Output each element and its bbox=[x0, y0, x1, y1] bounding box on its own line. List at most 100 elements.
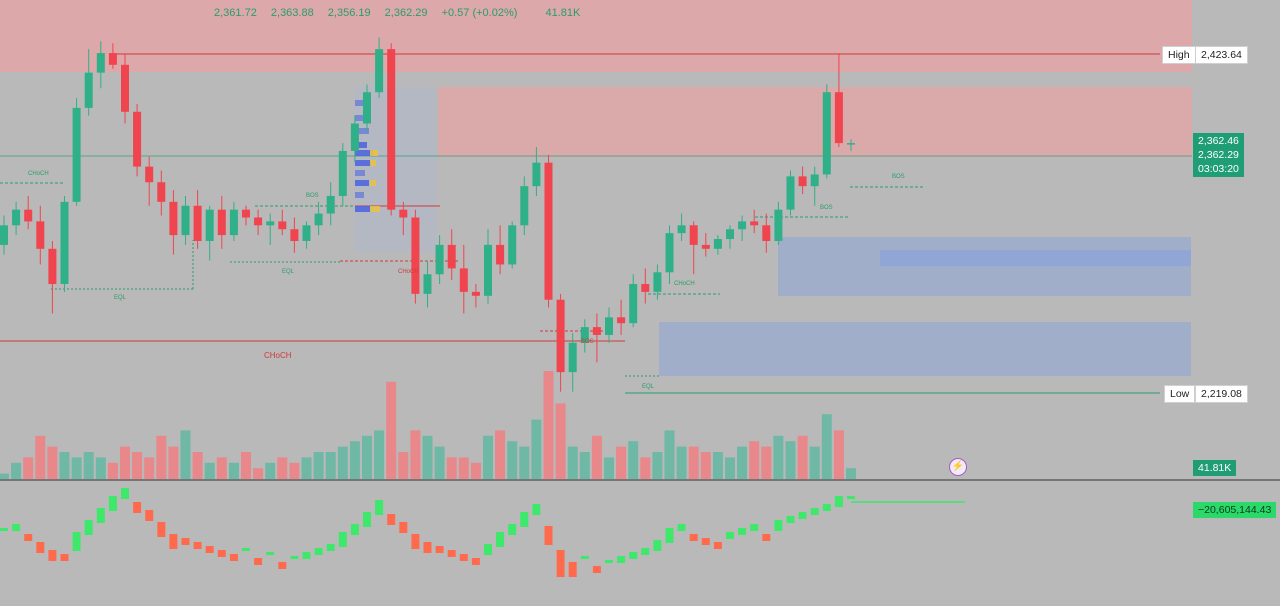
supply-zone-top bbox=[0, 0, 1192, 72]
volume-bar bbox=[664, 430, 675, 479]
oscillator-bar bbox=[338, 532, 347, 547]
candle-body bbox=[701, 244, 710, 249]
candle-body bbox=[375, 49, 384, 93]
volume-bar bbox=[761, 446, 772, 479]
candle-body bbox=[363, 92, 371, 124]
profile-bar bbox=[355, 206, 371, 212]
ohlc-low: 2,356.19 bbox=[327, 7, 371, 19]
lightning-icon[interactable]: ⚡ bbox=[949, 458, 967, 476]
oscillator-bar bbox=[121, 488, 129, 499]
candle-body bbox=[84, 72, 93, 108]
oscillator-bar bbox=[157, 522, 166, 537]
oscillator-bar bbox=[302, 552, 311, 559]
volume-bar bbox=[737, 446, 748, 479]
price-tag-2: 2,362.29 bbox=[1198, 149, 1239, 161]
oscillator-bar bbox=[48, 550, 57, 561]
candle-body bbox=[629, 284, 638, 324]
oscillator-bar bbox=[701, 538, 710, 545]
volume-profile bbox=[355, 100, 380, 212]
oscillator-bar bbox=[629, 552, 638, 559]
oscillator-bar bbox=[205, 546, 214, 553]
volume-bar bbox=[11, 462, 22, 479]
volume-bar bbox=[120, 446, 130, 479]
oscillator-bar bbox=[24, 534, 33, 541]
volume-bar bbox=[700, 452, 711, 479]
choch-label-4: CHoCH bbox=[674, 281, 695, 287]
volume-bar bbox=[652, 452, 663, 479]
candle-body bbox=[774, 209, 783, 241]
candle-body bbox=[399, 209, 408, 218]
oscillator-value-tag: −20,605,144.43 bbox=[1193, 502, 1277, 518]
oscillator-bar bbox=[762, 534, 771, 541]
ohlc-high: 2,363.88 bbox=[270, 7, 314, 19]
bos-label-2: BOS bbox=[581, 339, 594, 345]
candle-body bbox=[834, 92, 843, 144]
oscillator-bar bbox=[605, 560, 613, 563]
oscillator-bar bbox=[254, 558, 263, 565]
volume-bar bbox=[277, 457, 288, 479]
volume-bar bbox=[144, 457, 155, 479]
volume-bar bbox=[313, 452, 324, 479]
candle-body bbox=[617, 317, 626, 324]
volume-bar bbox=[107, 462, 118, 479]
volume-bar bbox=[434, 446, 445, 479]
oscillator-bar bbox=[484, 544, 492, 555]
candle-body bbox=[133, 111, 142, 167]
oscillator-bar bbox=[278, 562, 287, 569]
oscillator-bar bbox=[798, 512, 807, 519]
candle-body bbox=[786, 176, 795, 210]
oscillator-bar bbox=[592, 566, 601, 573]
volume-bar bbox=[616, 446, 627, 479]
volume-bar bbox=[253, 468, 264, 479]
oscillator-bar bbox=[108, 496, 117, 511]
candle-body bbox=[762, 225, 771, 241]
oscillator-bar bbox=[774, 520, 783, 531]
oscillator-bar bbox=[726, 532, 734, 539]
candle-body bbox=[108, 53, 117, 65]
profile-bar-value bbox=[370, 150, 378, 156]
volume-bar bbox=[688, 446, 699, 479]
candle-body bbox=[713, 239, 722, 249]
candle-body bbox=[338, 150, 347, 196]
volume-bar bbox=[265, 462, 276, 479]
profile-bar-value bbox=[370, 160, 376, 166]
volume-bar bbox=[241, 452, 251, 479]
candle-body bbox=[0, 225, 8, 245]
volume-bar bbox=[773, 435, 784, 479]
oscillator-bar bbox=[665, 528, 674, 543]
candle-body bbox=[750, 221, 759, 226]
volume-bar bbox=[47, 446, 58, 479]
oscillator-bar bbox=[12, 524, 21, 531]
volume-bar bbox=[23, 457, 34, 479]
oscillator-bar bbox=[556, 550, 565, 577]
candle-body bbox=[72, 107, 81, 202]
profile-bar bbox=[355, 180, 369, 186]
volume-bar bbox=[591, 435, 602, 479]
volume-value-tag: 41.81K bbox=[1193, 460, 1237, 476]
candle-body bbox=[532, 162, 541, 187]
oscillator-bar bbox=[750, 524, 759, 531]
volume-bar bbox=[204, 462, 215, 479]
volume-bar bbox=[95, 457, 106, 479]
oscillator-bar bbox=[544, 526, 553, 545]
candle-body bbox=[157, 182, 166, 202]
oscillator-bar bbox=[677, 524, 686, 531]
volume-bar bbox=[83, 452, 94, 479]
oscillator-bar bbox=[847, 496, 855, 499]
candle-body bbox=[60, 201, 69, 285]
candle-body bbox=[24, 209, 33, 222]
oscillator-bar bbox=[496, 532, 505, 547]
volume-bars bbox=[0, 371, 856, 479]
ohlc-change: +0.57 (+0.02%) bbox=[441, 7, 518, 19]
volume-bar bbox=[567, 446, 578, 479]
candle-body bbox=[242, 209, 250, 218]
volume-bar bbox=[483, 435, 493, 479]
candle-body bbox=[423, 274, 432, 294]
candle-body bbox=[605, 317, 613, 335]
candle-body bbox=[181, 205, 190, 236]
candle-body bbox=[290, 229, 299, 241]
candles-layer[interactable] bbox=[0, 37, 855, 392]
bos-label-1: BOS bbox=[306, 193, 319, 199]
volume-bar bbox=[132, 452, 143, 479]
